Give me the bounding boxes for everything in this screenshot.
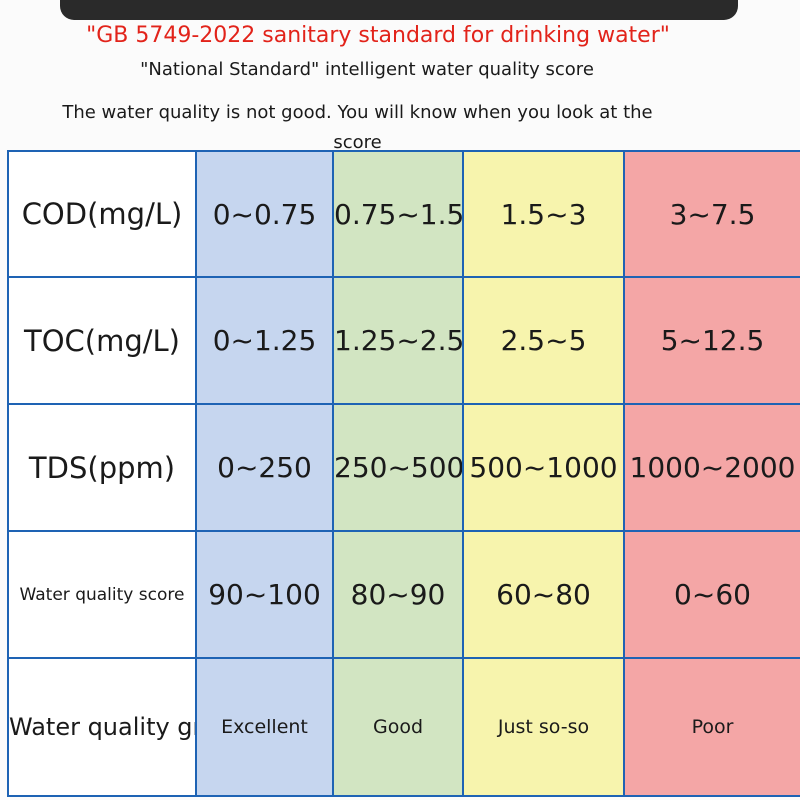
water-quality-table: COD(mg/L) 0~0.75 0.75~1.5 1.5~3 3~7.5 TO… [7,150,800,797]
page-title: "GB 5749-2022 sanitary standard for drin… [86,23,670,48]
intro-note: The water quality is not good. You will … [62,102,653,153]
cell-value: 1.5~3 [462,150,625,278]
row-label-grade: Water quality grade [7,657,197,797]
cell-value: 2.5~5 [462,276,625,405]
cell-value: 0~60 [623,530,800,659]
table-row: Water quality grade Excellent Good Just … [7,657,800,797]
cell-value: 80~90 [332,530,464,659]
cell-value: 3~7.5 [623,150,800,278]
table-row: TDS(ppm) 0~250 250~500 500~1000 1000~200… [7,403,800,532]
cell-value: 0.75~1.5 [332,150,464,278]
cell-value: 250~500 [332,403,464,532]
cell-value: 1000~2000 [623,403,800,532]
cell-value: 0~250 [195,403,334,532]
row-label-cod: COD(mg/L) [7,150,197,278]
page-subtitle: "National Standard" intelligent water qu… [140,59,594,80]
cell-value: 1.25~2.5 [332,276,464,405]
cell-value: 0~0.75 [195,150,334,278]
cell-value: 5~12.5 [623,276,800,405]
grade-so-so: Just so-so [462,657,625,797]
table-row: TOC(mg/L) 0~1.25 1.25~2.5 2.5~5 5~12.5 [7,276,800,405]
cell-value: 90~100 [195,530,334,659]
cell-value: 500~1000 [462,403,625,532]
device-bar [60,0,738,20]
grade-excellent: Excellent [195,657,334,797]
row-label-toc: TOC(mg/L) [7,276,197,405]
grade-poor: Poor [623,657,800,797]
row-label-score: Water quality score [7,530,197,659]
cell-value: 60~80 [462,530,625,659]
grade-good: Good [332,657,464,797]
table-row: COD(mg/L) 0~0.75 0.75~1.5 1.5~3 3~7.5 [7,150,800,278]
table-row: Water quality score 90~100 80~90 60~80 0… [7,530,800,659]
row-label-tds: TDS(ppm) [7,403,197,532]
cell-value: 0~1.25 [195,276,334,405]
